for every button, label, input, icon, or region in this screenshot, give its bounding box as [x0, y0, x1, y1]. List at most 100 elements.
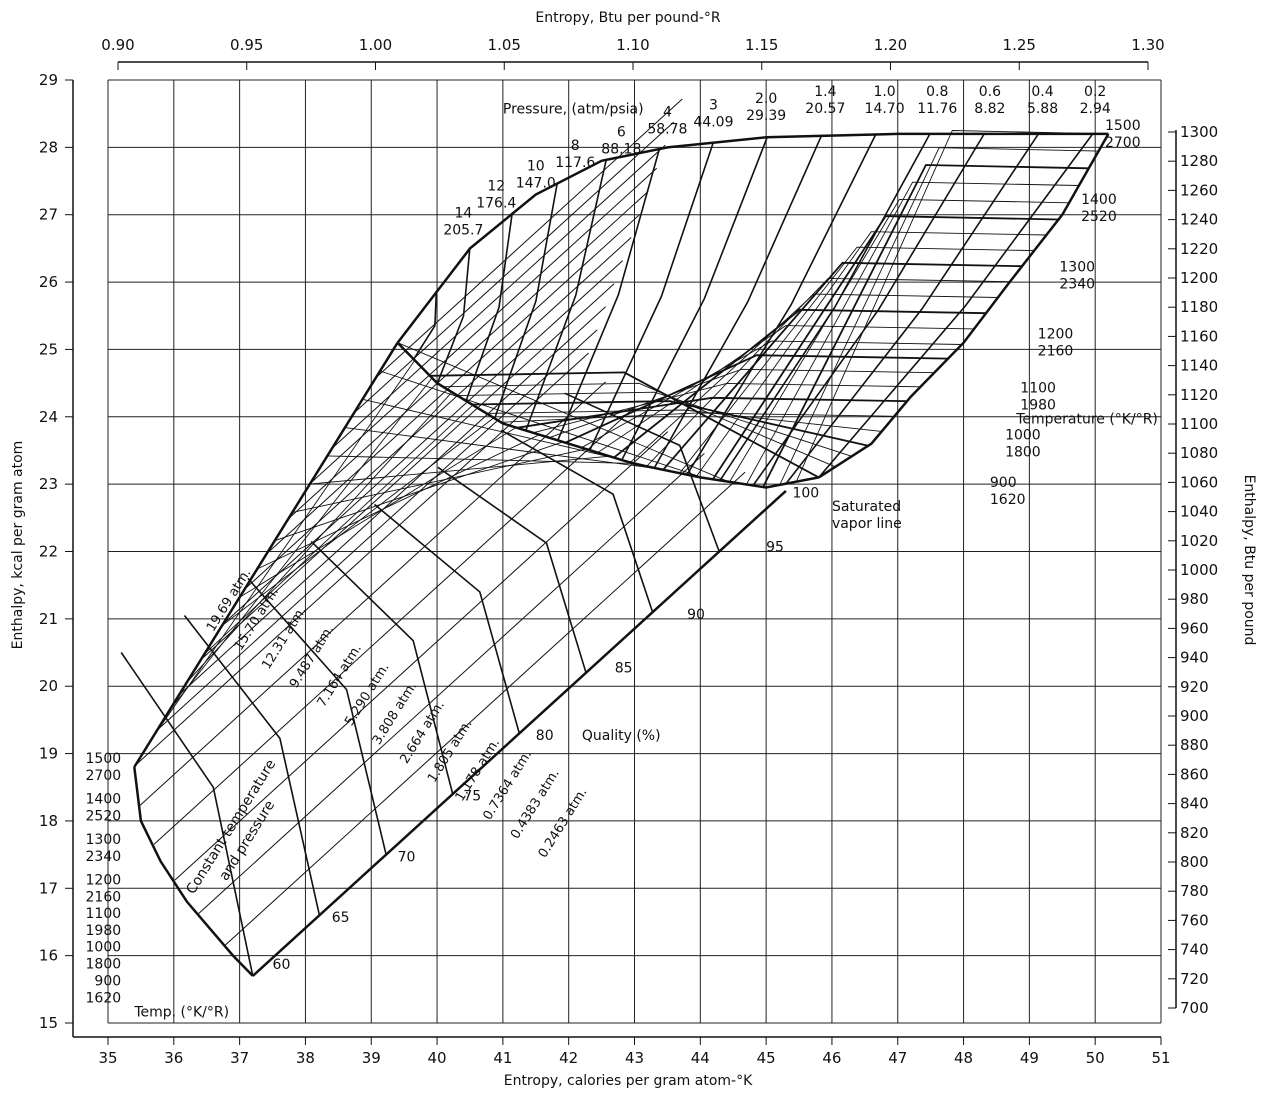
y2-tick-label: 1180: [1180, 298, 1218, 316]
y2-tick-label: 700: [1180, 999, 1209, 1017]
temperature-label: Temperature (°K/°R): [1015, 412, 1158, 428]
temp-label-r-1620: 1620: [990, 492, 1026, 508]
chart-curves: [120, 98, 1110, 977]
two-phase-isotherm: [239, 427, 517, 598]
y-tick-label: 20: [39, 677, 58, 695]
isotherm-line: [712, 215, 1059, 480]
superheat-upper-boundary: [396, 132, 1109, 344]
two-phase-isotherm: [151, 360, 416, 740]
left-temp-r-2340: 2340: [86, 849, 122, 865]
y2-tick-label: 1060: [1180, 473, 1218, 491]
temp-label-r-2520: 2520: [1081, 209, 1117, 225]
quality-label: Quality (%): [582, 728, 661, 744]
y2-tick-label: 920: [1180, 678, 1209, 696]
left-temp-k-900: 900: [94, 973, 121, 989]
y2-tick-label: 1080: [1180, 444, 1218, 462]
y2-tick-label: 1240: [1180, 211, 1218, 229]
quality-line-80: [373, 503, 521, 734]
y2-tick-label: 900: [1180, 707, 1209, 725]
left-temp-k-1300: 1300: [86, 832, 122, 848]
two-phase-isotherm: [397, 342, 729, 483]
temp-label-k-900: 900: [990, 475, 1017, 491]
isobar-line: [686, 134, 877, 476]
temp-label-r-2340: 2340: [1059, 276, 1095, 292]
isotherm-line: [695, 231, 1047, 477]
left-temp-k-1000: 1000: [86, 940, 122, 956]
pressure-label-psia-8.82: 8.82: [974, 101, 1005, 117]
isobar-line: [436, 248, 471, 384]
curve-labels: 6065707580859095100150027001400252013002…: [86, 84, 1158, 1020]
isobar-line: [653, 135, 823, 469]
isotherm-line: [629, 293, 998, 463]
saturated-vapor-label-2: vapor line: [832, 516, 902, 532]
pressure-label-psia-205.7: 205.7: [443, 222, 483, 238]
saturated-vapor-label-1: Saturated: [832, 499, 901, 515]
y2-axis-title: Enthalpy, Btu per pound: [1241, 475, 1257, 646]
x-tick-label: 40: [428, 1049, 447, 1067]
isotherm-line: [662, 261, 1023, 471]
y2-tick-label: 1140: [1180, 357, 1218, 375]
pressure-label-atm-2.0: 2.0: [755, 91, 777, 107]
left-temp-r-2520: 2520: [86, 808, 122, 824]
pressure-label-psia-5.88: 5.88: [1027, 101, 1058, 117]
isotherm-line: [457, 391, 852, 457]
quality-60-edge: [251, 489, 787, 977]
temp-label-r-1980: 1980: [1020, 398, 1056, 414]
temp-label-k-1400: 1400: [1081, 192, 1117, 208]
isotherm-line: [729, 198, 1070, 483]
y2-tick-label: 720: [1180, 970, 1209, 988]
pressure-label-atm-6: 6: [617, 125, 626, 141]
isotherm-line: [762, 164, 1089, 488]
left-temp-r-1980: 1980: [86, 923, 122, 939]
pressure-label-atm-12: 12: [487, 179, 505, 195]
left-temp-k-1100: 1100: [86, 906, 122, 922]
y2-tick-label: 1260: [1180, 181, 1218, 199]
two-phase-isotherm: [344, 427, 657, 469]
y2-tick-label: 740: [1180, 941, 1209, 959]
pressure-label-atm-1.4: 1.4: [814, 84, 836, 100]
constant-tp-line: [225, 471, 746, 946]
quality-line-75: [310, 540, 454, 795]
left-temp-r-2160: 2160: [86, 889, 122, 905]
isobar-line: [493, 183, 558, 419]
constant-tp-line: [174, 431, 669, 881]
temp-label-r-1800: 1800: [1005, 445, 1041, 461]
quality-label-100: 100: [792, 486, 819, 502]
y-tick-label: 15: [39, 1014, 58, 1032]
x-tick-label: 38: [296, 1049, 315, 1067]
isobar-line: [621, 136, 768, 461]
x-tick-label: 39: [362, 1049, 381, 1067]
y-tick-label: 21: [39, 610, 58, 628]
left-temp-k-1400: 1400: [86, 791, 122, 807]
x2-tick-label: 1.15: [745, 36, 778, 54]
y-tick-label: 24: [39, 408, 58, 426]
isobar-line: [785, 133, 1040, 485]
quality-line-90: [500, 429, 654, 613]
left-temp-r-2700: 2700: [86, 768, 122, 784]
y2-tick-label: 960: [1180, 619, 1209, 637]
pressure-label-psia-44.09: 44.09: [693, 115, 733, 131]
isobar-line: [589, 142, 714, 451]
constant-tp-line: [153, 407, 635, 845]
temp-label-k-1100: 1100: [1020, 381, 1056, 397]
x2-tick-label: 0.95: [230, 36, 263, 54]
x-tick-label: 49: [1020, 1049, 1039, 1067]
pressure-label-atm-10: 10: [527, 158, 545, 174]
pressure-label-psia-117.6: 117.6: [555, 155, 595, 171]
pressure-label-psia-14.70: 14.70: [865, 101, 905, 117]
x2-axis-title: Entropy, Btu per pound-°R: [535, 10, 721, 26]
temp-label-r-2700: 2700: [1105, 135, 1141, 151]
y-tick-label: 29: [39, 71, 58, 89]
x-tick-label: 42: [559, 1049, 578, 1067]
y2-tick-label: 800: [1180, 853, 1209, 871]
y2-tick-label: 980: [1180, 590, 1209, 608]
y2-tick-label: 760: [1180, 911, 1209, 929]
pressure-label-atm-0.8: 0.8: [926, 84, 948, 100]
pressure-label-psia-29.39: 29.39: [746, 108, 786, 124]
x-tick-label: 47: [888, 1049, 907, 1067]
quality-label-80: 80: [536, 728, 554, 744]
pressure-label-atm-0.4: 0.4: [1031, 84, 1053, 100]
isotherm-line: [516, 396, 908, 429]
constant-tp-line: [197, 453, 705, 915]
